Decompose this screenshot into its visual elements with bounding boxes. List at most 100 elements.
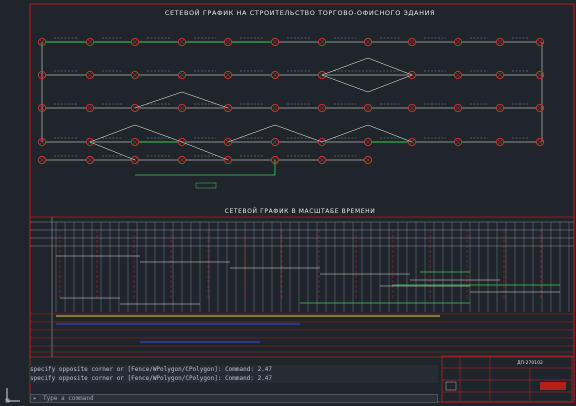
event-node-divider xyxy=(496,138,504,146)
event-node-divider xyxy=(131,71,139,79)
event-node xyxy=(535,37,545,47)
event-node-divider xyxy=(178,156,186,164)
title-block: ДП-270102 xyxy=(441,355,573,403)
event-node xyxy=(177,70,187,80)
event-node xyxy=(270,137,280,147)
event-node xyxy=(363,137,373,147)
command-prompt-icon[interactable]: ▸ xyxy=(33,395,37,402)
event-node xyxy=(535,70,545,80)
network-graph xyxy=(37,37,545,189)
event-node xyxy=(177,137,187,147)
event-node-divider xyxy=(178,71,186,79)
event-node xyxy=(130,70,140,80)
event-node xyxy=(407,103,417,113)
event-node xyxy=(223,137,233,147)
event-node-divider xyxy=(408,38,416,46)
critical-path-link xyxy=(135,160,276,176)
dependency-arrow xyxy=(367,124,413,143)
event-node xyxy=(177,103,187,113)
event-node xyxy=(130,137,140,147)
command-history-line-2: specify opposite corner or [Fence/WPolyg… xyxy=(30,374,438,383)
dependency-arrow xyxy=(181,141,229,161)
dependency-arrow xyxy=(89,124,136,143)
dependency-arrow xyxy=(227,124,276,143)
event-node xyxy=(317,70,327,80)
event-node-divider xyxy=(86,156,94,164)
dependency-arrow xyxy=(367,57,413,76)
time-scale-title: СЕТЕВОЙ ГРАФИК В МАСШТАБЕ ВРЕМЕНИ xyxy=(225,208,376,215)
event-node-divider xyxy=(454,38,462,46)
critical-path-label xyxy=(195,182,217,189)
event-node-divider xyxy=(224,38,232,46)
event-node xyxy=(495,137,505,147)
dependency-arrow xyxy=(89,141,136,161)
event-node-divider xyxy=(38,138,46,146)
event-node-divider xyxy=(454,104,462,112)
event-node xyxy=(453,37,463,47)
event-node xyxy=(130,155,140,165)
event-node-divider xyxy=(224,71,232,79)
dependency-arrow xyxy=(321,124,369,143)
event-node xyxy=(177,37,187,47)
event-node xyxy=(407,70,417,80)
event-node-divider xyxy=(131,138,139,146)
event-node xyxy=(223,70,233,80)
dependency-arrow xyxy=(367,74,413,93)
event-node xyxy=(37,103,47,113)
event-node-divider xyxy=(536,71,544,79)
event-node-divider xyxy=(271,138,279,146)
event-node-divider xyxy=(454,71,462,79)
event-node xyxy=(85,103,95,113)
event-node-divider xyxy=(536,138,544,146)
event-node xyxy=(270,70,280,80)
stamp-code: ДП-270102 xyxy=(517,360,543,366)
event-node xyxy=(363,103,373,113)
event-node xyxy=(317,103,327,113)
event-node-divider xyxy=(318,104,326,112)
event-node-divider xyxy=(86,104,94,112)
event-node xyxy=(535,137,545,147)
event-node-divider xyxy=(86,38,94,46)
event-node xyxy=(407,137,417,147)
event-node xyxy=(453,70,463,80)
event-node xyxy=(85,155,95,165)
event-node-divider xyxy=(408,104,416,112)
dependency-arrow xyxy=(321,74,369,93)
event-node xyxy=(407,37,417,47)
chart-frame xyxy=(29,216,575,358)
event-node-divider xyxy=(38,104,46,112)
dependency-arrow xyxy=(134,124,183,143)
event-node xyxy=(317,37,327,47)
event-node-divider xyxy=(536,104,544,112)
event-node-divider xyxy=(364,38,372,46)
event-node-divider xyxy=(38,38,46,46)
event-node xyxy=(453,103,463,113)
event-node-divider xyxy=(178,104,186,112)
command-input[interactable]: Type a command xyxy=(30,394,438,403)
event-node xyxy=(177,155,187,165)
event-node xyxy=(495,37,505,47)
event-node xyxy=(270,37,280,47)
event-node xyxy=(37,70,47,80)
command-history-line-1: specify opposite corner or [Fence/WPolyg… xyxy=(30,365,438,374)
event-node-divider xyxy=(364,156,372,164)
event-node xyxy=(37,37,47,47)
event-node xyxy=(495,70,505,80)
event-node-divider xyxy=(536,38,544,46)
event-node xyxy=(85,137,95,147)
event-node-divider xyxy=(271,71,279,79)
event-node xyxy=(223,37,233,47)
event-node xyxy=(453,137,463,147)
event-node-divider xyxy=(131,38,139,46)
event-node xyxy=(535,103,545,113)
event-node xyxy=(363,155,373,165)
event-node xyxy=(37,155,47,165)
event-node-divider xyxy=(86,71,94,79)
dependency-arrow xyxy=(134,91,183,109)
event-node xyxy=(317,137,327,147)
dependency-arrow xyxy=(321,57,369,76)
event-node xyxy=(85,37,95,47)
event-node xyxy=(85,70,95,80)
event-node-divider xyxy=(364,104,372,112)
